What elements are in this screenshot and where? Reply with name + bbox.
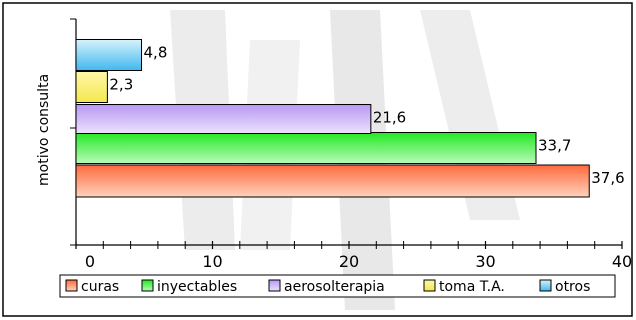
x-tick-label: 20	[339, 252, 359, 271]
bar-inyectables	[75, 132, 537, 164]
legend-label: inyectables	[157, 279, 237, 295]
x-tick-label: 40	[612, 252, 632, 271]
bar-curas	[75, 164, 590, 198]
bar-otros	[75, 39, 143, 71]
x-tick-labels-group: 0 10 20 30 40	[85, 252, 632, 271]
legend-swatch	[539, 279, 552, 292]
legend: curas inyectables aerosolterapia toma T.A. o…	[59, 274, 616, 298]
legend-label: toma T.A.	[439, 279, 505, 295]
x-tick-label: 10	[202, 252, 222, 271]
x-tick-label: 30	[475, 252, 495, 271]
legend-box	[59, 274, 616, 298]
legend-swatch	[268, 279, 281, 292]
data-label: 2,3	[109, 76, 133, 94]
data-labels-group: 37,6 33,7 21,6 2,3 4,8	[109, 44, 624, 188]
legend-swatch	[65, 279, 78, 292]
legend-swatch	[141, 279, 154, 292]
legend-label: curas	[81, 279, 119, 295]
data-label: 33,7	[538, 137, 571, 155]
x-tick-label: 0	[85, 252, 95, 271]
bar-toma-t-a-	[75, 71, 108, 103]
bars-group	[75, 39, 590, 198]
data-label: 37,6	[591, 169, 624, 187]
bar-aerosolterapia	[75, 104, 372, 134]
legend-label: aerosolterapia	[284, 279, 385, 295]
legend-label: otros	[555, 279, 590, 295]
data-label: 21,6	[373, 109, 406, 127]
chart-frame	[2, 2, 633, 317]
data-label: 4,8	[144, 44, 168, 62]
y-axis-title: motivo consulta	[36, 74, 52, 186]
legend-swatch	[423, 279, 436, 292]
